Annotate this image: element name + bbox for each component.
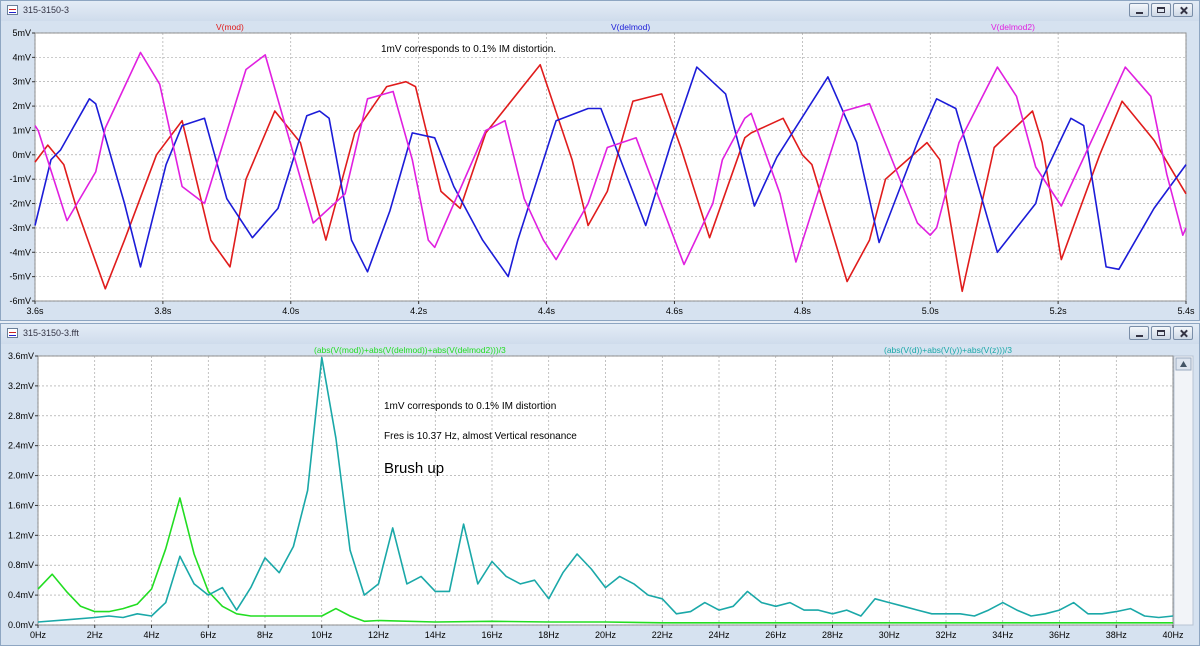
legend-label[interactable]: (abs(V(d))+abs(V(y))+abs(V(z)))/3 (884, 345, 1012, 355)
series-line-2 (34, 66, 1187, 278)
y-tick-label: 4mV (12, 52, 31, 62)
title-bar[interactable]: 315-3150-3 (1, 1, 1199, 21)
x-tick-label: 12Hz (368, 630, 390, 640)
y-tick-label: 0.0mV (8, 620, 34, 630)
minimize-button[interactable] (1129, 3, 1149, 17)
minimize-button[interactable] (1129, 326, 1149, 340)
x-tick-label: 22Hz (652, 630, 674, 640)
waveform-window[interactable]: 315-3150-3 3.6s 3.8s 4.0s 4.2s 4.4s 4.6s 4.8s 5… (0, 0, 1200, 321)
y-tick-label: 3mV (12, 77, 31, 87)
y-tick-label: 2.8mV (8, 411, 34, 421)
x-tick-label: 28Hz (822, 630, 844, 640)
scrollbar-track[interactable] (1173, 355, 1194, 626)
legend-label[interactable]: V(mod) (216, 22, 244, 32)
x-tick-label: 4.8s (794, 306, 812, 316)
fft-window[interactable]: 315-3150-3.fft 0Hz 2Hz 4Hz 6Hz 8Hz 10Hz 12Hz 14… (0, 323, 1200, 646)
y-tick-label: 1mV (12, 125, 31, 135)
x-tick-label: 20Hz (595, 630, 617, 640)
x-tick-label: 40Hz (1162, 630, 1184, 640)
x-tick-label: 5.4s (1177, 306, 1195, 316)
waveform-app-icon (7, 5, 18, 15)
distortion-annotation: 1mV corresponds to 0.1% IM distortion (384, 401, 556, 412)
fft-plot[interactable]: 0Hz 2Hz 4Hz 6Hz 8Hz 10Hz 12Hz 14Hz 16Hz 18Hz 20Hz 2… (1, 344, 1199, 645)
x-tick-label: 4.4s (538, 306, 556, 316)
series-line-1 (34, 63, 1187, 293)
maximize-button[interactable] (1151, 326, 1171, 340)
x-tick-label: 4.6s (666, 306, 684, 316)
y-tick-label: 3.6mV (8, 351, 34, 361)
x-tick-label: 26Hz (765, 630, 787, 640)
plot-area[interactable] (34, 32, 1187, 302)
y-tick-label: 0mV (12, 150, 31, 160)
brush-annotation: Brush up (384, 460, 444, 477)
legend-label[interactable]: (abs(V(mod))+abs(V(delmod))+abs(V(delmod… (314, 345, 506, 355)
x-tick-label: 4Hz (143, 630, 160, 640)
x-tick-label: 6Hz (200, 630, 217, 640)
x-tick-label: 4.0s (282, 306, 300, 316)
x-tick-label: 3.8s (154, 306, 172, 316)
y-tick-label: 0.4mV (8, 590, 34, 600)
series-line-3 (34, 51, 1187, 266)
x-tick-label: 32Hz (935, 630, 957, 640)
waveform-app-icon (7, 328, 18, 338)
chevron-up-icon (1180, 361, 1187, 367)
resonance-annotation: Fres is 10.37 Hz, almost Vertical resona… (384, 431, 577, 442)
y-tick-label: 2.4mV (8, 441, 34, 451)
x-tick-label: 24Hz (708, 630, 730, 640)
x-tick-label: 18Hz (538, 630, 560, 640)
legend-label[interactable]: V(delmod) (611, 22, 650, 32)
x-tick-label: 36Hz (1049, 630, 1071, 640)
maximize-button[interactable] (1151, 3, 1171, 17)
y-tick-label: -4mV (9, 247, 31, 257)
x-tick-label: 5.2s (1050, 306, 1068, 316)
time-domain-plot[interactable]: 3.6s 3.8s 4.0s 4.2s 4.4s 4.6s 4.8s 5.0s 5.2s 5.4s… (1, 21, 1199, 319)
x-tick-label: 30Hz (879, 630, 901, 640)
y-tick-label: 2.0mV (8, 471, 34, 481)
y-tick-label: -5mV (9, 272, 31, 282)
x-tick-label: 2Hz (87, 630, 104, 640)
x-tick-label: 5.0s (922, 306, 940, 316)
x-tick-label: 16Hz (481, 630, 503, 640)
y-tick-label: -2mV (9, 199, 31, 209)
legend-label[interactable]: V(delmod2) (991, 22, 1035, 32)
y-tick-label: 0.8mV (8, 560, 34, 570)
x-tick-label: 0Hz (30, 630, 47, 640)
close-button[interactable] (1173, 3, 1193, 17)
series-line-1 (37, 497, 1173, 624)
x-tick-label: 3.6s (26, 306, 44, 316)
distortion-annotation: 1mV corresponds to 0.1% IM distortion. (381, 44, 556, 55)
window-title: 315-3150-3 (23, 5, 70, 15)
x-tick-label: 14Hz (425, 630, 447, 640)
x-tick-label: 38Hz (1106, 630, 1128, 640)
y-tick-label: 1.6mV (8, 500, 34, 510)
y-tick-label: 1.2mV (8, 530, 34, 540)
y-tick-label: -1mV (9, 174, 31, 184)
y-tick-label: 3.2mV (8, 381, 34, 391)
title-bar[interactable]: 315-3150-3.fft (1, 324, 1199, 344)
y-tick-label: 5mV (12, 28, 31, 38)
x-tick-label: 8Hz (257, 630, 274, 640)
y-tick-label: -3mV (9, 223, 31, 233)
window-title: 315-3150-3.fft (23, 328, 79, 338)
y-tick-label: -6mV (9, 296, 31, 306)
series-line-2 (37, 356, 1174, 623)
x-tick-label: 4.2s (410, 306, 428, 316)
x-tick-label: 10Hz (311, 630, 333, 640)
x-tick-label: 34Hz (992, 630, 1014, 640)
y-tick-label: 2mV (12, 101, 31, 111)
close-button[interactable] (1173, 326, 1193, 340)
